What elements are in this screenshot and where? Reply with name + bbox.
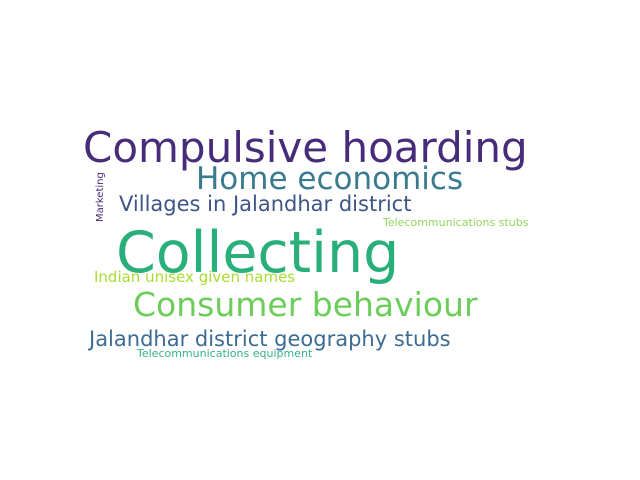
word-villages-in-jalandhar-district: Villages in Jalandhar district	[119, 192, 412, 216]
word-telecommunications-equipment: Telecommunications equipment	[137, 347, 313, 360]
word-consumer-behaviour: Consumer behaviour	[133, 285, 478, 324]
word-home-economics: Home economics	[196, 161, 464, 197]
word-indian-unisex-given-names: Indian unisex given names	[94, 268, 296, 286]
word-telecommunications-stubs: Telecommunications stubs	[383, 216, 529, 229]
word-jalandhar-district-geography-stubs: Jalandhar district geography stubs	[89, 327, 451, 351]
word-collecting: Collecting	[116, 220, 400, 286]
word-marketing: Marketing	[95, 172, 106, 222]
word-compulsive-hoarding: Compulsive hoarding	[83, 123, 528, 172]
